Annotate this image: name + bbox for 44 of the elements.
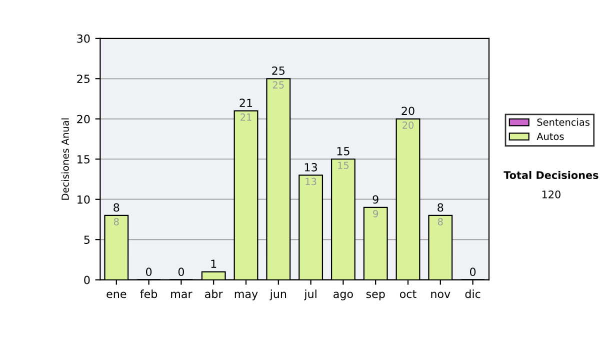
y-tick-label: 10 xyxy=(78,195,90,204)
x-tick-label: oct xyxy=(400,290,416,298)
x-tick-label: abr xyxy=(205,290,223,298)
y-tick-label: 20 xyxy=(77,114,90,124)
total-label: 0 xyxy=(470,268,476,276)
x-tick-label: jun xyxy=(270,290,286,300)
x-tick-label: sep xyxy=(366,292,385,300)
total-label: 1 xyxy=(211,260,216,268)
total-label: 8 xyxy=(438,203,444,212)
data-label: 15 xyxy=(338,162,349,170)
legend-label: Autos xyxy=(536,132,564,140)
data-label: 25 xyxy=(272,81,284,89)
text: 120 xyxy=(542,190,560,198)
y-tick-label: 0 xyxy=(84,276,90,284)
text: Total Decisiones xyxy=(504,170,598,180)
y-tick-label: 30 xyxy=(77,34,90,43)
total-label: 15 xyxy=(337,147,350,156)
x-tick-label: dic xyxy=(465,290,480,298)
total-label: 20 xyxy=(402,106,414,116)
data-label: 9 xyxy=(373,210,378,218)
total-label: 8 xyxy=(114,203,120,212)
x-tick-label: may xyxy=(234,292,258,300)
data-label: 21 xyxy=(240,113,252,121)
data-label: 8 xyxy=(114,218,119,226)
data-label: 20 xyxy=(402,121,414,129)
data-label: 8 xyxy=(438,218,443,226)
x-tick-label: ago xyxy=(334,292,353,300)
total-label: 25 xyxy=(272,66,284,75)
total-label: 21 xyxy=(240,98,252,107)
total-label: 0 xyxy=(178,268,184,276)
x-tick-label: feb xyxy=(140,290,158,298)
data-label: 13 xyxy=(306,178,316,186)
total-label: 0 xyxy=(146,268,152,276)
legend-label: Sentencias xyxy=(537,118,590,126)
x-tick-label: mar xyxy=(171,292,192,298)
total-label: 13 xyxy=(304,163,317,172)
x-tick-label: jul xyxy=(304,290,316,300)
y-tick-label: 25 xyxy=(77,74,90,84)
y-tick-label: 15 xyxy=(78,155,90,164)
x-tick-label: ene xyxy=(106,292,126,298)
y-axis-title: Decisiones Anual xyxy=(61,118,69,200)
y-tick-label: 5 xyxy=(84,236,90,244)
x-tick-label: nov xyxy=(431,292,450,298)
total-label: 9 xyxy=(372,195,378,204)
